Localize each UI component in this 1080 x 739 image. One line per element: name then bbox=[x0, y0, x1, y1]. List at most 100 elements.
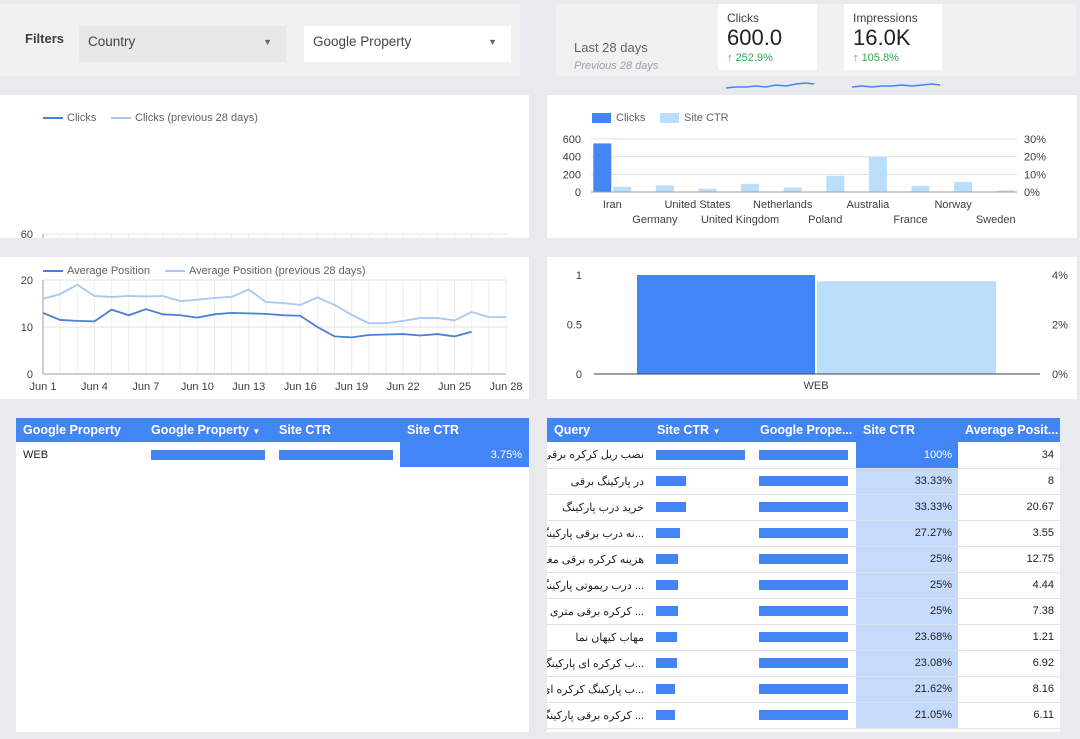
ctr-bar bbox=[656, 658, 677, 668]
property-table-panel: Google Property Google Property ▼ Site C… bbox=[16, 418, 529, 732]
cell-property-bar bbox=[753, 598, 856, 625]
col-header-ctr-bar[interactable]: Site CTR ▼ bbox=[650, 418, 753, 442]
cell-query: هزینه کرکره برقی مغازه bbox=[547, 546, 650, 573]
cell-ctr-bar bbox=[650, 702, 753, 729]
ctr-bar bbox=[656, 502, 686, 512]
y2-tick-label: 2% bbox=[1052, 320, 1068, 332]
cell-position: 6.92 bbox=[958, 650, 1060, 677]
chevron-down-icon: ▼ bbox=[488, 37, 497, 47]
date-range-label[interactable]: Last 28 days bbox=[574, 40, 648, 55]
legend-position[interactable]: Average Position bbox=[43, 265, 150, 277]
cell-query: ... کرکره برقی متری چند bbox=[547, 598, 650, 625]
cell-property-bar bbox=[753, 702, 856, 729]
cell-position: 3.55 bbox=[958, 520, 1060, 547]
table-row[interactable]: نصب ریل کرکره برقی 100% 34 bbox=[547, 442, 1060, 469]
cell-ctr: 21.62% bbox=[856, 676, 958, 703]
cell-ctr: 25% bbox=[856, 546, 958, 573]
ctr-bar bbox=[656, 476, 686, 486]
cell-ctr: 27.27% bbox=[856, 520, 958, 547]
bar-clicks bbox=[637, 275, 815, 374]
kpi-title: Impressions bbox=[853, 11, 918, 25]
cell-position: 12.75 bbox=[958, 546, 1060, 573]
legend-position-prev[interactable]: Average Position (previous 28 days) bbox=[165, 265, 366, 277]
cell-property-bar bbox=[753, 442, 856, 469]
bar-ctr bbox=[655, 185, 674, 192]
property-bar bbox=[759, 476, 848, 486]
y-tick-label: 10 bbox=[21, 322, 33, 334]
col-header-property-bar[interactable]: Google Property ▼ bbox=[144, 418, 272, 442]
x-tick-label: Jun 25 bbox=[438, 381, 471, 393]
country-dropdown[interactable]: Country ▼ bbox=[79, 26, 286, 62]
table-row[interactable]: WEB 3.75% bbox=[16, 442, 529, 467]
cell-position: 8 bbox=[958, 468, 1060, 495]
col-header-ctr[interactable]: Site CTR bbox=[400, 418, 529, 442]
arrow-up-icon: ↑ bbox=[853, 52, 862, 64]
table-row[interactable]: ...ب پارکینگ کرکره ای 21.62% 8.16 bbox=[547, 676, 1060, 703]
y-tick-label: 1 bbox=[576, 270, 582, 282]
table-row[interactable]: ... درب ریموتی پارکینگ 25% 4.44 bbox=[547, 572, 1060, 599]
cell-query: نصب ریل کرکره برقی bbox=[547, 442, 650, 469]
bar-ctr bbox=[911, 185, 930, 192]
col-header-position[interactable]: Average Posit... bbox=[958, 418, 1060, 442]
cell-position: 7.38 bbox=[958, 598, 1060, 625]
legend-country-clicks[interactable]: Clicks bbox=[592, 112, 645, 124]
table-row[interactable]: ...نه درب برقی پارکینگ 27.27% 3.55 bbox=[547, 520, 1060, 547]
cell-ctr: 3.75% bbox=[400, 442, 529, 467]
col-header-property[interactable]: Google Property bbox=[16, 418, 144, 442]
x-tick-label: Jun 1 bbox=[30, 381, 57, 393]
table-row[interactable]: خرید درب پارکینگ 33.33% 20.67 bbox=[547, 494, 1060, 521]
cell-ctr: 100% bbox=[856, 442, 958, 469]
table-row[interactable]: ... کرکره برقی پارکینگ 21.05% 6.11 bbox=[547, 702, 1060, 729]
web-bar-chart: 0 0.5 1 0% 2% 4% WEB bbox=[567, 270, 1068, 392]
query-table-panel: Query Site CTR ▼ Google Prope... Site CT… bbox=[547, 418, 1060, 732]
country-dropdown-label: Country bbox=[88, 34, 136, 49]
kpi-clicks: Clicks 600.0 ↑ 252.9% bbox=[718, 4, 817, 70]
col-header-ctr[interactable]: Site CTR bbox=[856, 418, 958, 442]
x-tick-label: Australia bbox=[847, 199, 891, 211]
query-table: Query Site CTR ▼ Google Prope... Site CT… bbox=[547, 418, 1060, 729]
series-line bbox=[42, 308, 472, 339]
cell-property-bar bbox=[753, 624, 856, 651]
kpi-delta: ↑ 105.8% bbox=[853, 52, 899, 64]
y2-tick-label: 0% bbox=[1052, 369, 1068, 381]
cell-ctr-bar bbox=[650, 442, 753, 469]
cell-ctr-bar bbox=[650, 650, 753, 677]
property-bar bbox=[759, 658, 848, 668]
legend-clicks[interactable]: Clicks bbox=[43, 112, 96, 124]
property-dropdown-label: Google Property bbox=[313, 34, 412, 49]
table-row[interactable]: هزینه کرکره برقی مغازه 25%12.75 bbox=[547, 546, 1060, 573]
x-tick-label: Jun 4 bbox=[81, 381, 108, 393]
bar-ctr bbox=[613, 186, 632, 192]
cell-position: 6.11 bbox=[958, 702, 1060, 729]
x-tick-label: Jun 22 bbox=[387, 381, 420, 393]
bar-ctr bbox=[996, 190, 1015, 192]
chevron-down-icon: ▼ bbox=[263, 37, 272, 47]
table-row[interactable]: ... کرکره برقی متری چند 25%7.38 bbox=[547, 598, 1060, 625]
table-row[interactable]: مهاب کیهان نما 23.68% 1.21 bbox=[547, 624, 1060, 651]
property-table: Google Property Google Property ▼ Site C… bbox=[16, 418, 529, 467]
date-kpi-panel: Last 28 days Previous 28 days Clicks 600… bbox=[556, 4, 1076, 89]
ctr-bar bbox=[656, 684, 675, 694]
cell-ctr: 25% bbox=[856, 598, 958, 625]
country-chart-panel: Clicks Site CTR 0 200 400 600 0% 10% 20% 30% Ira… bbox=[547, 95, 1077, 238]
col-header-query[interactable]: Query bbox=[547, 418, 650, 442]
table-row[interactable]: در پارکینگ برقی 33.33% 8 bbox=[547, 468, 1060, 495]
table-row[interactable]: ...ب کرکره ای پارکینگ 23.08% 6.92 bbox=[547, 650, 1060, 677]
cell-query: ...ب پارکینگ کرکره ای bbox=[547, 676, 650, 703]
property-bar bbox=[759, 606, 848, 616]
property-dropdown[interactable]: Google Property ▼ bbox=[304, 26, 511, 62]
x-tick-label: Sweden bbox=[976, 214, 1016, 226]
y-tick-label: 400 bbox=[563, 152, 581, 164]
cell-query: خرید درب پارکینگ bbox=[547, 494, 650, 521]
kpi-delta: ↑ 252.9% bbox=[727, 52, 773, 64]
kpi-title: Clicks bbox=[727, 11, 759, 25]
property-bar bbox=[759, 502, 848, 512]
cell-ctr-bar bbox=[650, 572, 753, 599]
legend-country-ctr[interactable]: Site CTR bbox=[660, 112, 729, 124]
legend-clicks-prev[interactable]: Clicks (previous 28 days) bbox=[111, 112, 258, 124]
x-tick-label: Jun 7 bbox=[132, 381, 159, 393]
position-chart-panel: Average Position Average Position (previ… bbox=[0, 257, 529, 399]
col-header-ctr-bar[interactable]: Site CTR bbox=[272, 418, 400, 442]
col-header-property-bar[interactable]: Google Prope... bbox=[753, 418, 856, 442]
bar-ctr bbox=[954, 181, 973, 192]
